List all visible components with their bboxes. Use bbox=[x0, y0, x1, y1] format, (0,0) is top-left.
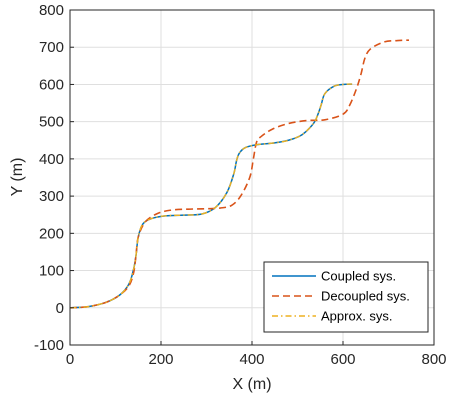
x-tick-label: 800 bbox=[421, 351, 446, 368]
y-tick-label: 800 bbox=[39, 2, 64, 19]
y-tick-label: 600 bbox=[39, 76, 64, 93]
y-tick-label: 300 bbox=[39, 188, 64, 205]
legend-label-1: Decoupled sys. bbox=[321, 289, 410, 304]
y-tick-label: 0 bbox=[56, 300, 64, 317]
series-line-1 bbox=[69, 39, 410, 309]
legend: Coupled sys. Decoupled sys. Approx. sys. bbox=[263, 261, 429, 333]
y-tick-label: 400 bbox=[39, 151, 64, 168]
legend-label-0: Coupled sys. bbox=[321, 269, 396, 284]
x-tick-label: 400 bbox=[239, 351, 264, 368]
series-line-2 bbox=[69, 83, 353, 309]
axes: 0 200 400 600 800-10001002003004005006007008… bbox=[34, 2, 447, 368]
legend-label-2: Approx. sys. bbox=[321, 309, 393, 324]
series-layer bbox=[69, 39, 410, 309]
x-tick-label: 0 bbox=[66, 351, 74, 368]
y-tick-label: 500 bbox=[39, 114, 64, 131]
y-tick-label: -100 bbox=[34, 337, 64, 354]
y-tick-label: 700 bbox=[39, 39, 64, 56]
y-tick-label: 100 bbox=[39, 263, 64, 280]
x-tick-label: 200 bbox=[148, 351, 173, 368]
y-tick-label: 200 bbox=[39, 225, 64, 242]
y-axis-title: Y (m) bbox=[9, 158, 26, 197]
legend-box bbox=[263, 261, 429, 333]
x-axis-title: X (m) bbox=[232, 376, 271, 393]
x-tick-label: 600 bbox=[330, 351, 355, 368]
